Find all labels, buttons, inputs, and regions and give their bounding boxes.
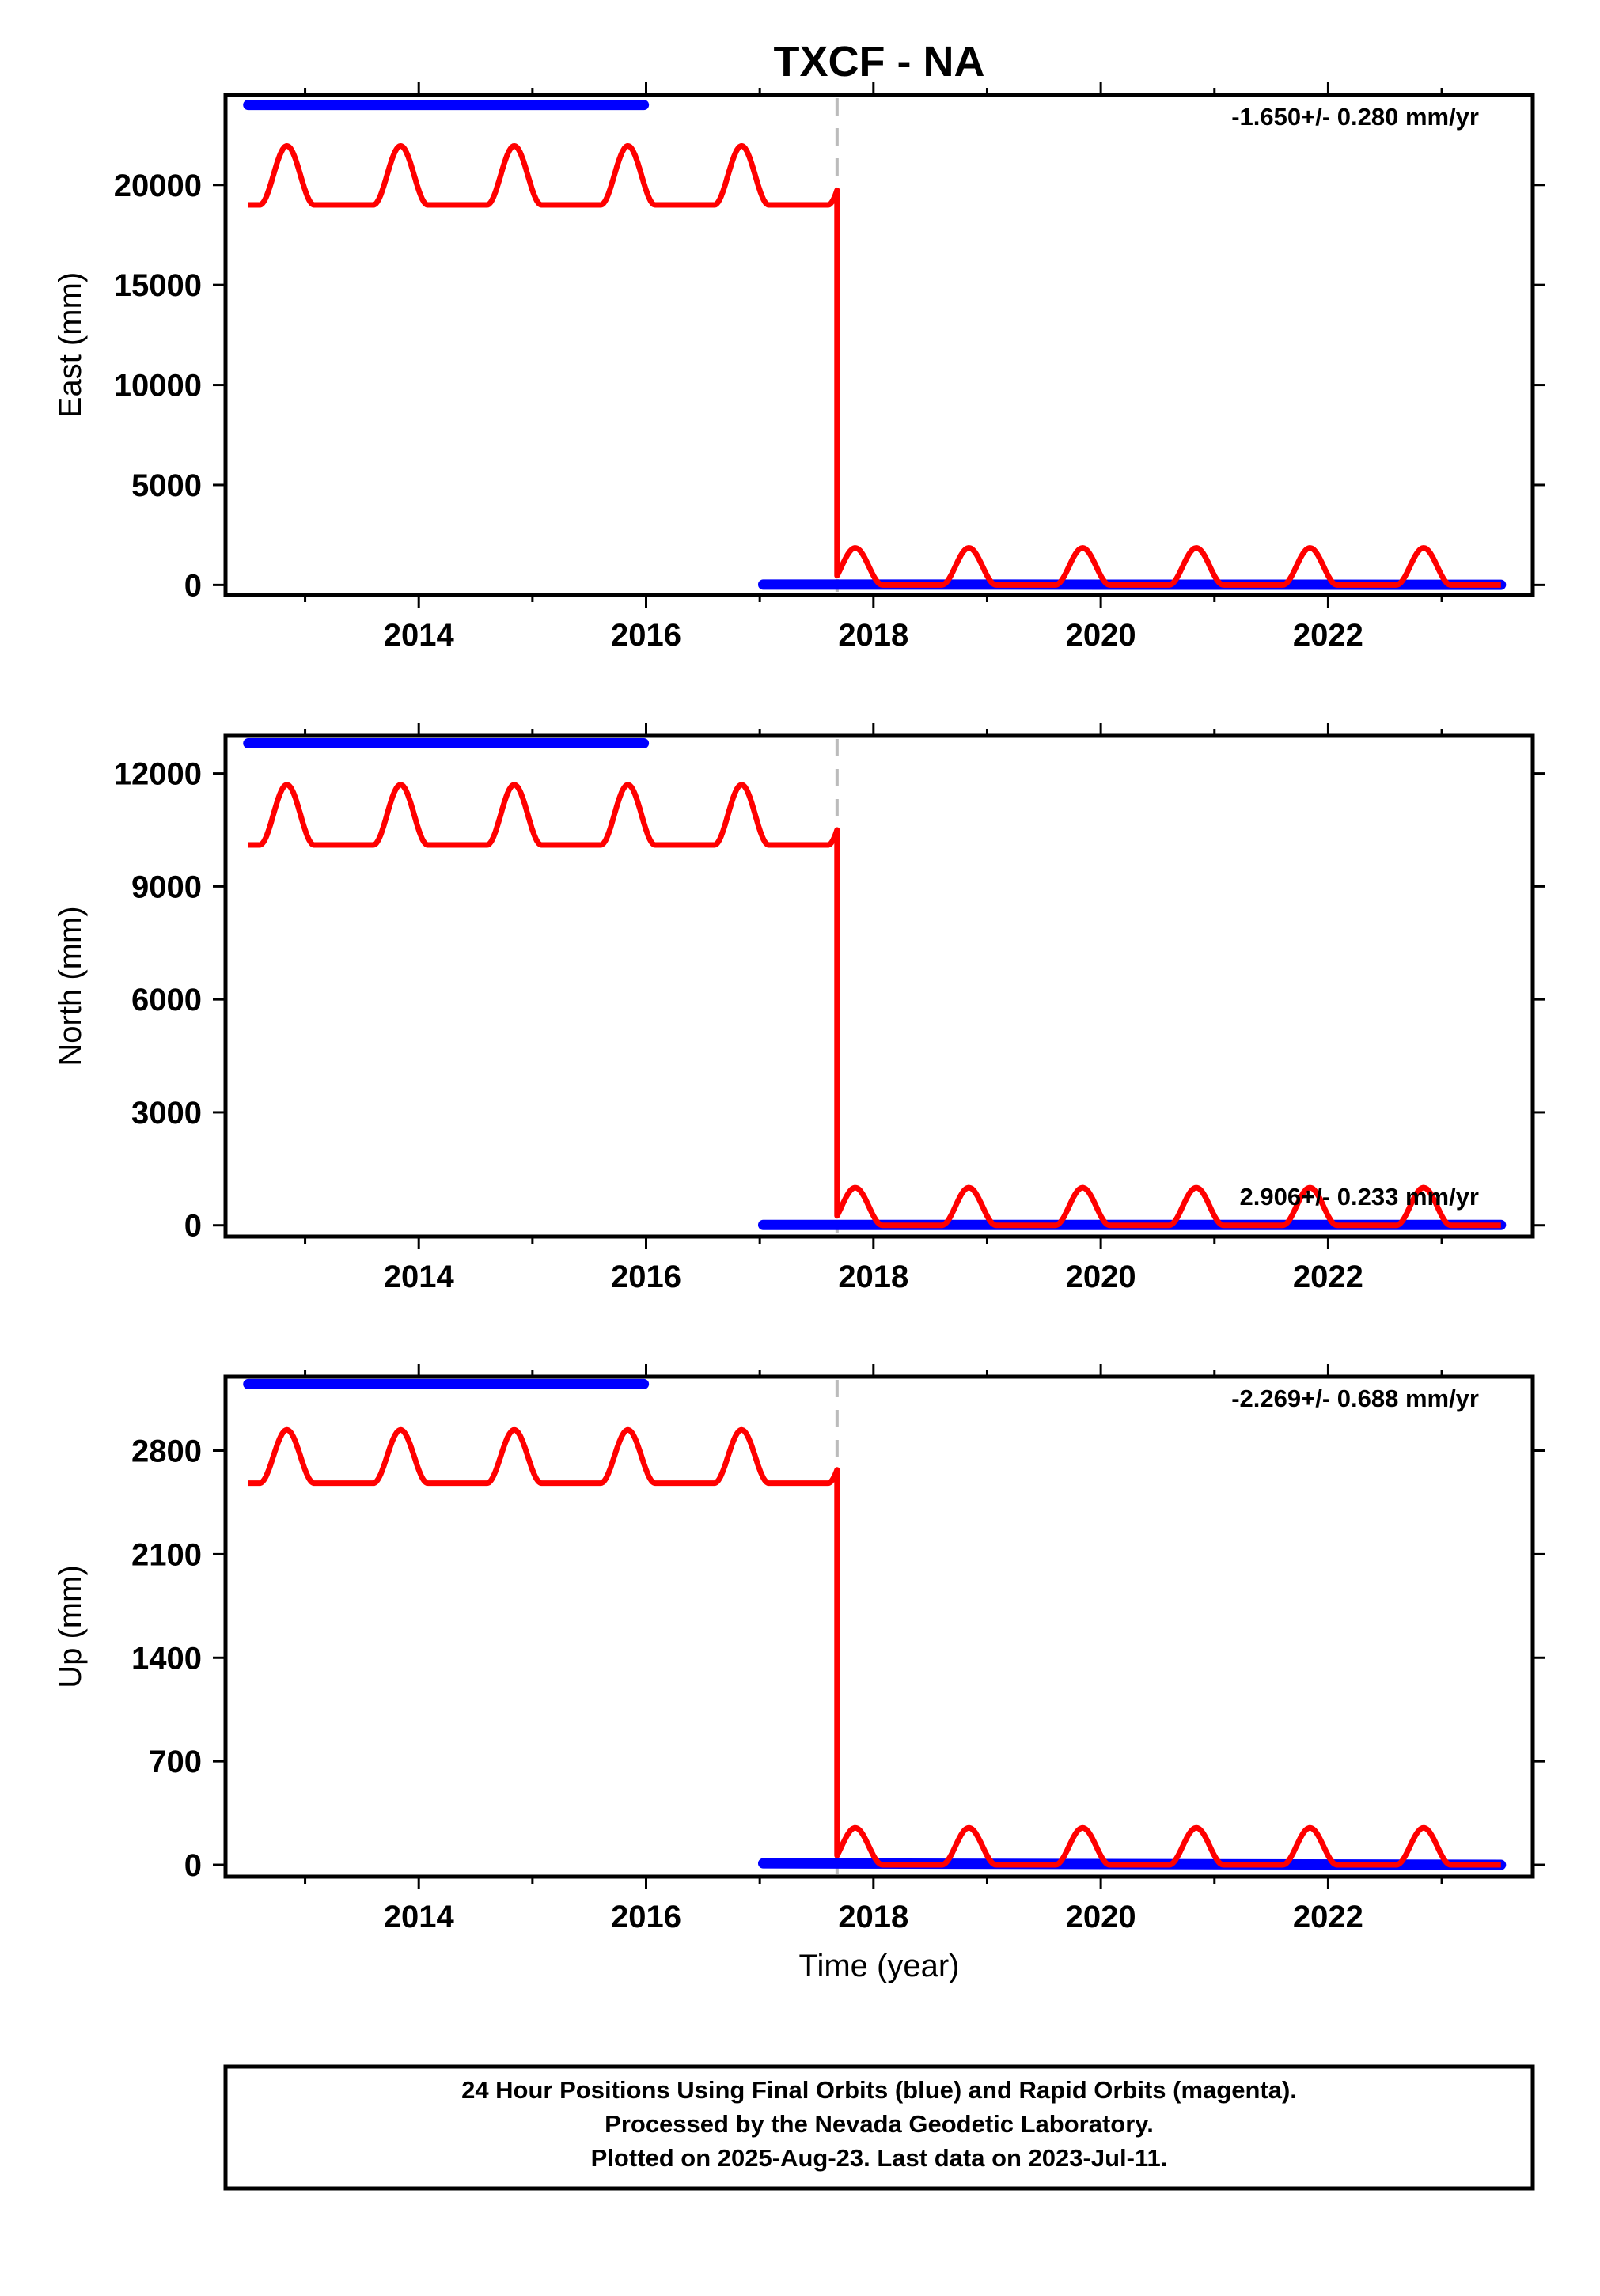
east-x-tick-label: 2014 (384, 618, 455, 653)
up-x-tick-label: 2022 (1293, 1900, 1363, 1934)
north-frame (223, 733, 1535, 1239)
north-y-tick-label: 0 (184, 1209, 202, 1244)
north-x-tick-label: 2014 (384, 1260, 455, 1294)
east-rate-label: -1.650+/- 0.280 mm/yr (1231, 103, 1479, 131)
up-y-tick-label: 1400 (131, 1641, 202, 1676)
north-y-axis-label: North (mm) (53, 906, 88, 1066)
north-y-tick-label: 6000 (131, 983, 202, 1017)
footer-line-2: Processed by the Nevada Geodetic Laborat… (605, 2110, 1154, 2138)
up-y-axis-label: Up (mm) (53, 1565, 88, 1688)
north-y-tick-label: 3000 (131, 1096, 202, 1131)
x-axis-label: Time (year) (799, 1949, 960, 1983)
east-y-tick-label: 5000 (131, 468, 202, 503)
up-frame (223, 1374, 1535, 1879)
east-model-curve (246, 143, 1503, 588)
east-y-tick-label: 15000 (114, 268, 202, 303)
east-y-tick-label: 0 (184, 568, 202, 603)
up-rate-label: -2.269+/- 0.688 mm/yr (1231, 1385, 1479, 1412)
footer-border (223, 2064, 1535, 2191)
up-y-tick-label: 2800 (131, 1434, 202, 1468)
footer-line-3: Plotted on 2025-Aug-23. Last data on 202… (591, 2144, 1168, 2172)
footer-line-1: 24 Hour Positions Using Final Orbits (bl… (461, 2076, 1297, 2104)
up-x-tick-label: 2018 (838, 1900, 908, 1934)
north-rate-label: 2.906+/- 0.233 mm/yr (1240, 1183, 1479, 1211)
east-x-tick-label: 2020 (1066, 618, 1136, 653)
north-y-tick-label: 9000 (131, 870, 202, 904)
east-x-tick-label: 2018 (838, 618, 908, 653)
north-x-tick-label: 2018 (838, 1260, 908, 1294)
up-panel: 2014 2016 2018 2020 2022 0 700 1400 2100 2800 Up (… (53, 1364, 1545, 1934)
north-model-curve (246, 782, 1503, 1229)
up-y-tick-label: 700 (149, 1745, 202, 1779)
east-y-tick-label: 20000 (114, 169, 202, 203)
east-panel: 2014 2016 2018 2020 2022 0 5000 10000 15000 20000… (53, 82, 1545, 653)
up-y-tick-label: 2100 (131, 1537, 202, 1572)
east-y-tick-label: 10000 (114, 369, 202, 404)
north-panel: 2014 2016 2018 2020 2022 0 3000 6000 9000 12000 No… (53, 723, 1545, 1294)
east-y-axis-label: East (mm) (53, 272, 88, 418)
north-y-tick-label: 12000 (114, 757, 202, 792)
up-y-tick-label: 0 (184, 1848, 202, 1883)
up-model-curve (246, 1426, 1503, 1868)
up-x-tick-label: 2016 (611, 1900, 681, 1934)
chart-title: TXCF - NA (774, 38, 985, 85)
east-frame (223, 93, 1535, 597)
east-x-tick-label: 2022 (1293, 618, 1363, 653)
up-x-tick-label: 2014 (384, 1900, 455, 1934)
north-x-tick-label: 2016 (611, 1260, 681, 1294)
north-x-tick-label: 2022 (1293, 1260, 1363, 1294)
up-x-tick-label: 2020 (1066, 1900, 1136, 1934)
north-x-tick-label: 2020 (1066, 1260, 1136, 1294)
footer-box: 24 Hour Positions Using Final Orbits (bl… (223, 2064, 1535, 2191)
east-x-tick-label: 2016 (611, 618, 681, 653)
